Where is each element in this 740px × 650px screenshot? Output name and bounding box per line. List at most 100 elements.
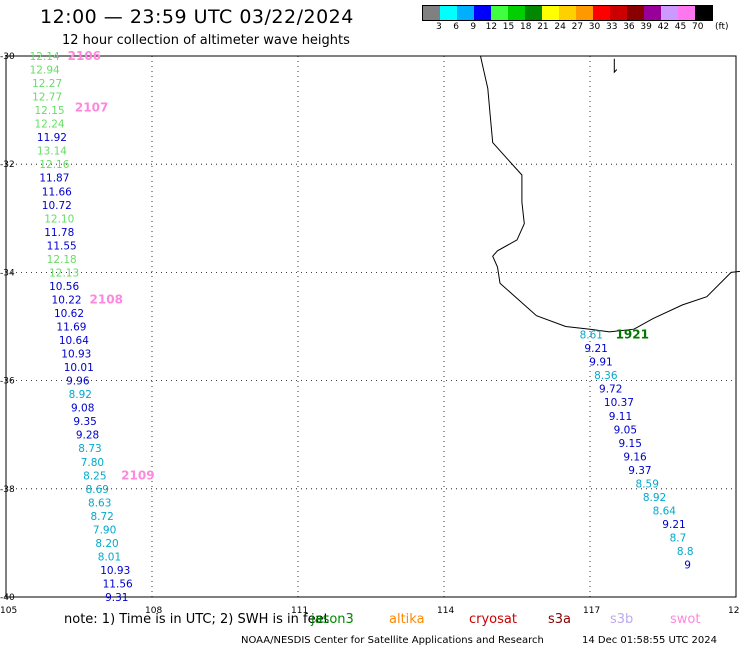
map-frame [5, 55, 737, 598]
wave-height-value: 11.78 [44, 227, 74, 239]
lat-label: -32 [0, 160, 15, 170]
wave-height-value: 12.27 [32, 78, 62, 90]
coastline-fragment [613, 58, 618, 74]
legend-label: 3 [436, 22, 442, 32]
wave-height-value: 9.31 [105, 592, 128, 604]
lat-label: -34 [0, 268, 15, 278]
pass-number-label: 2106 [68, 49, 101, 63]
wave-height-value: 10.01 [64, 362, 94, 374]
wave-height-value: 9.21 [662, 519, 685, 531]
pass-number-label: 2109 [121, 468, 154, 482]
wave-height-value: 9.05 [614, 424, 637, 436]
wave-height-value: 8.01 [98, 551, 121, 563]
wave-height-value: 13.14 [37, 146, 67, 158]
wave-height-value: 12.18 [47, 254, 77, 266]
legend-swatch [508, 6, 525, 20]
credit-text: NOAA/NESDIS Center for Satellite Applica… [241, 635, 544, 646]
legend-label: 12 [485, 22, 498, 32]
satellite-s3b: s3b [610, 612, 634, 627]
wave-height-value: 9.08 [71, 403, 94, 415]
satellite-swot: swot [670, 612, 701, 627]
legend-label: 6 [453, 22, 459, 32]
wave-height-value: 9.72 [599, 384, 622, 396]
legend-swatch [423, 6, 440, 20]
wave-height-value: 8.63 [88, 497, 111, 509]
legend-label: 18 [520, 22, 532, 32]
wave-height-value: 9.35 [73, 416, 96, 428]
legend-swatch [644, 6, 661, 20]
satellite-s3a: s3a [548, 612, 572, 627]
satellite-cryosat: cryosat [469, 612, 517, 627]
legend-swatch [491, 6, 508, 20]
pass-number-label: 2107 [75, 100, 108, 114]
coastline [480, 55, 740, 333]
wave-height-value: 12.16 [39, 159, 69, 171]
legend-label: 15 [502, 22, 515, 32]
wave-height-value: 12.14 [30, 51, 60, 63]
lon-label: 117 [583, 606, 600, 616]
legend-label: 42 [657, 22, 670, 32]
wave-height-value: 12.10 [44, 213, 74, 225]
wave-height-value: 8.59 [636, 478, 659, 490]
wave-height-value: 12.15 [35, 105, 65, 117]
wave-height-value: 9.91 [589, 357, 612, 369]
wave-height-value: 7.80 [81, 457, 104, 469]
wave-height-value: 8.73 [78, 443, 101, 455]
wave-height-value: 12.24 [35, 119, 65, 131]
legend-swatch [525, 6, 542, 20]
legend-label: 27 [571, 22, 584, 32]
wave-height-value: 12.13 [49, 267, 79, 279]
wave-height-value: 11.55 [47, 240, 77, 252]
legend-label: 39 [640, 22, 652, 32]
wave-height-value: 10.22 [52, 294, 82, 306]
legend-swatch [559, 6, 576, 20]
wave-height-value: 9.96 [66, 376, 90, 388]
legend-unit: (ft) [715, 22, 729, 32]
pass-number-label: 1921 [616, 328, 649, 342]
wave-height-value: 12.77 [32, 92, 62, 104]
wave-height-value: 8.92 [643, 492, 666, 504]
wave-height-value: 8.61 [580, 330, 603, 342]
legend-label: 70 [692, 22, 704, 32]
wave-height-value: 11.56 [103, 578, 133, 590]
lon-label: 114 [437, 606, 454, 616]
map-subtitle: 12 hour collection of altimeter wave hei… [62, 33, 350, 48]
pass-number-label: 2108 [90, 292, 123, 306]
legend-label: 9 [470, 22, 477, 32]
legend-label: 33 [606, 22, 618, 32]
legend-swatch [593, 6, 610, 20]
legend-label: 45 [674, 22, 687, 32]
wave-height-value: 9.37 [628, 465, 651, 477]
legend-label: 21 [537, 22, 549, 32]
wave-height-value: 8.36 [594, 370, 618, 382]
wave-height-value: 8.20 [95, 538, 118, 550]
legend-swatch [474, 6, 491, 20]
wave-height-value: 10.37 [604, 397, 634, 409]
satellite-altika: altika [389, 612, 425, 627]
lon-label: 120 [728, 606, 740, 616]
legend-swatch [610, 6, 627, 20]
wave-height-value: 11.66 [42, 186, 72, 198]
footer-note: note: 1) Time is in UTC; 2) SWH is in fe… [64, 612, 329, 627]
wave-height-value: 9.28 [76, 430, 99, 442]
wave-height-value: 9.15 [619, 438, 642, 450]
wave-height-value: 8.7 [670, 532, 687, 544]
wave-height-value: 8.72 [90, 511, 113, 523]
lat-label: -30 [0, 52, 15, 62]
wave-height-value: 8.8 [677, 546, 694, 558]
generation-timestamp: 14 Dec 01:58:55 UTC 2024 [582, 635, 717, 646]
wave-height-legend [422, 5, 713, 21]
legend-swatch [576, 6, 593, 20]
legend-swatch [457, 6, 474, 20]
legend-label: 30 [588, 22, 601, 32]
wave-height-value: 8.25 [83, 470, 106, 482]
legend-swatch [661, 6, 678, 20]
wave-height-value: 8.92 [69, 389, 92, 401]
wave-height-value: 10.72 [42, 200, 72, 212]
wave-height-value: 10.64 [59, 335, 89, 347]
lon-label: 105 [0, 606, 17, 616]
wave-height-value: 7.90 [93, 524, 116, 536]
wave-height-value: 9.21 [584, 343, 607, 355]
wave-height-value: 8.69 [86, 484, 109, 496]
